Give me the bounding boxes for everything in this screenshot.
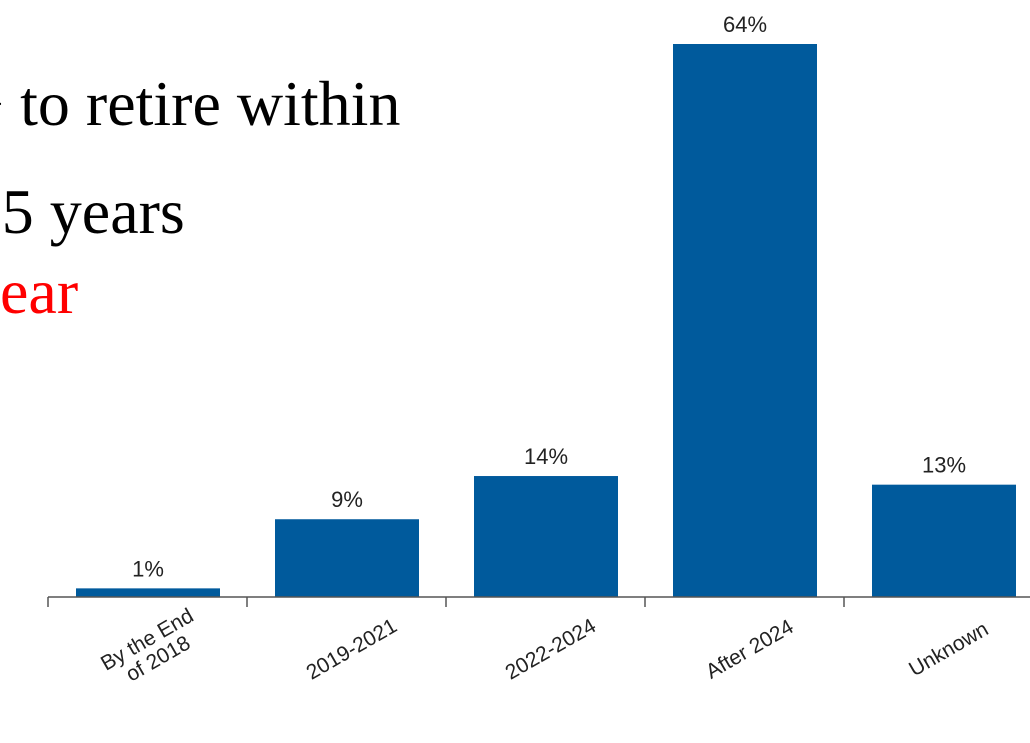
- x-tick-label-1: By the Endof 2018: [97, 604, 208, 694]
- overlay-text-line-2: t 5 years: [0, 180, 185, 244]
- x-tick-label-3: 2022-2024: [502, 614, 601, 684]
- bar-3: [474, 476, 618, 597]
- bar-2: [275, 519, 419, 597]
- bar-5: [872, 485, 1016, 597]
- bar-value-label-1: 1%: [132, 556, 164, 581]
- bar-1: [76, 588, 220, 597]
- overlay-text-line-3: year: [0, 260, 78, 324]
- overlay-text-line-1: > to retire within: [0, 72, 400, 136]
- bar-4: [673, 44, 817, 597]
- x-tick-label-4: After 2024: [702, 615, 798, 684]
- bar-value-label-2: 9%: [331, 487, 363, 512]
- bar-value-label-3: 14%: [524, 444, 568, 469]
- bar-value-label-5: 13%: [922, 453, 966, 478]
- bar-value-label-4: 64%: [723, 12, 767, 37]
- x-tick-label-5: Unknown: [905, 618, 992, 682]
- x-tick-label-2: 2019-2021: [303, 614, 401, 684]
